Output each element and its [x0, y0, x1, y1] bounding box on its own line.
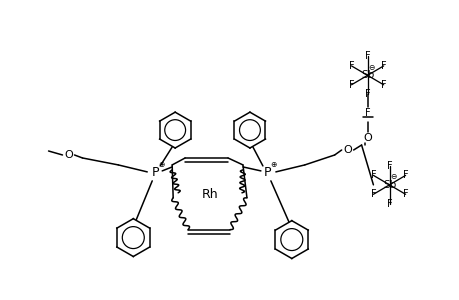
- Text: F: F: [380, 61, 386, 71]
- Text: P: P: [263, 167, 271, 179]
- Text: ⊕: ⊕: [158, 160, 164, 169]
- Text: F: F: [364, 108, 369, 118]
- Text: F: F: [380, 80, 386, 90]
- Text: ⊖: ⊖: [390, 172, 396, 182]
- Text: F: F: [370, 189, 375, 199]
- Text: Sb: Sb: [360, 70, 373, 80]
- Text: F: F: [348, 80, 353, 90]
- Text: O: O: [342, 145, 351, 155]
- Text: F: F: [364, 89, 369, 99]
- Text: F: F: [348, 61, 353, 71]
- Text: O: O: [64, 150, 73, 160]
- Text: ⊕: ⊕: [270, 160, 276, 169]
- Text: F: F: [370, 170, 375, 180]
- Text: ⊖: ⊖: [368, 63, 374, 72]
- Text: Sb: Sb: [382, 180, 395, 190]
- Text: F: F: [386, 199, 392, 209]
- Text: Rh: Rh: [202, 188, 218, 201]
- Text: F: F: [402, 170, 408, 180]
- Text: F: F: [402, 189, 408, 199]
- Text: P: P: [151, 167, 159, 179]
- Text: O: O: [363, 133, 371, 143]
- Text: F: F: [364, 51, 369, 62]
- Text: F: F: [386, 161, 392, 171]
